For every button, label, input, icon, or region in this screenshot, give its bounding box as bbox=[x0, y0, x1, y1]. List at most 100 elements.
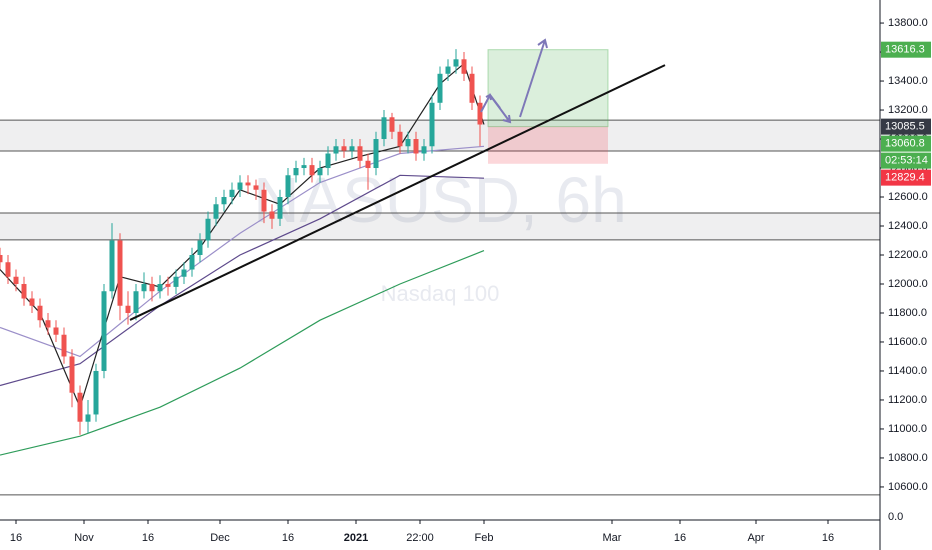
y-tick-label: 11200.0 bbox=[888, 394, 927, 406]
x-tick-label: 2021 bbox=[344, 532, 368, 544]
price-label: 12829.4 bbox=[885, 172, 925, 184]
y-tick-label: 12400.0 bbox=[888, 220, 928, 232]
candle-body bbox=[245, 182, 251, 186]
y-tick-label: 13400.0 bbox=[888, 75, 928, 87]
candle-body bbox=[469, 73, 475, 103]
y-tick-label: 11000.0 bbox=[888, 423, 927, 435]
x-tick-label: 16 bbox=[142, 532, 154, 544]
moving-average bbox=[0, 174, 485, 387]
candle-body bbox=[157, 283, 163, 292]
candle-body bbox=[53, 327, 59, 335]
moving-average bbox=[0, 250, 485, 456]
candle-body bbox=[189, 254, 195, 270]
countdown: 02:53:14 bbox=[885, 155, 928, 167]
candle-body bbox=[317, 168, 323, 176]
watermark: NASUSD, 6h bbox=[253, 164, 626, 236]
candle-body bbox=[117, 240, 123, 306]
candle-body bbox=[261, 189, 267, 212]
candle-body bbox=[133, 291, 139, 313]
price-label-bg bbox=[881, 135, 931, 152]
y-tick-label: 12000.0 bbox=[888, 278, 928, 290]
candle-body bbox=[0, 254, 3, 263]
candle-body bbox=[109, 240, 115, 292]
price-label-bg bbox=[881, 41, 931, 58]
y-tick-label: 11600.0 bbox=[888, 336, 927, 348]
countdown-bg bbox=[881, 152, 931, 169]
candle-body bbox=[213, 204, 219, 219]
price-label: 13060.8 bbox=[885, 138, 925, 150]
x-tick-label: Apr bbox=[747, 532, 764, 544]
candle-body bbox=[165, 283, 171, 287]
candle-body bbox=[445, 66, 451, 74]
candle-body bbox=[237, 182, 243, 190]
candle-body bbox=[381, 117, 387, 140]
candle-body bbox=[325, 153, 331, 169]
candle-body bbox=[5, 262, 11, 277]
candle-body bbox=[333, 146, 339, 154]
candle-body bbox=[389, 117, 395, 132]
volume-scale-label: 0.0 bbox=[888, 511, 903, 523]
candle-body bbox=[421, 146, 427, 154]
y-tick-label: 10600.0 bbox=[888, 481, 928, 493]
candle-body bbox=[221, 197, 227, 205]
zone bbox=[0, 120, 880, 152]
candle-body bbox=[477, 102, 483, 125]
candle-body bbox=[365, 160, 371, 169]
price-label-bg bbox=[881, 169, 931, 186]
candle-body bbox=[85, 414, 91, 422]
candle-body bbox=[69, 356, 75, 393]
candle-body bbox=[309, 165, 315, 176]
candle-body bbox=[373, 139, 379, 169]
candle-body bbox=[301, 165, 307, 169]
candle-body bbox=[181, 269, 187, 277]
candle-body bbox=[253, 185, 259, 190]
candle-body bbox=[197, 240, 203, 255]
price-label: 13616.3 bbox=[885, 44, 925, 56]
price-label-bg bbox=[881, 118, 931, 135]
candle-body bbox=[453, 59, 459, 67]
candle-body bbox=[437, 73, 443, 103]
x-tick-label: 16 bbox=[282, 532, 294, 544]
x-tick-label: 16 bbox=[674, 532, 686, 544]
target-zone bbox=[487, 49, 609, 128]
candle-body bbox=[349, 146, 355, 151]
candle-body bbox=[429, 102, 435, 147]
candle-body bbox=[141, 283, 147, 292]
y-tick-label: 12600.0 bbox=[888, 191, 928, 203]
candle-body bbox=[173, 276, 179, 287]
y-tick-label: 13200.0 bbox=[888, 104, 928, 116]
price-axis-bg bbox=[880, 0, 932, 550]
candle-body bbox=[357, 146, 363, 161]
candle-body bbox=[29, 298, 35, 306]
candle-body bbox=[285, 175, 291, 198]
projection-arrow bbox=[489, 94, 512, 124]
y-tick-label: 10800.0 bbox=[888, 452, 928, 464]
stop-zone bbox=[488, 126, 608, 164]
candle-body bbox=[149, 283, 155, 292]
candle-body bbox=[93, 370, 99, 415]
candle-body bbox=[77, 392, 83, 422]
candle-body bbox=[269, 211, 275, 219]
y-tick-label: 11400.0 bbox=[888, 365, 927, 377]
candle-body bbox=[293, 168, 299, 176]
x-tick-label: 16 bbox=[10, 532, 22, 544]
candle-body bbox=[229, 189, 235, 198]
candle-body bbox=[413, 139, 419, 154]
candle-body bbox=[277, 197, 283, 219]
candle-body bbox=[405, 139, 411, 147]
x-tick-label: 16 bbox=[822, 532, 834, 544]
moving-average bbox=[0, 62, 485, 409]
x-tick-label: Mar bbox=[603, 532, 622, 544]
candle-body bbox=[101, 291, 107, 371]
candle-body bbox=[205, 218, 211, 241]
candle-body bbox=[45, 320, 51, 328]
watermark-subtitle: Nasdaq 100 bbox=[381, 281, 500, 306]
candle-body bbox=[397, 131, 403, 147]
trendline bbox=[129, 64, 666, 321]
candle-body bbox=[341, 146, 347, 151]
x-tick-label: Nov bbox=[74, 532, 94, 544]
candle-body bbox=[37, 305, 43, 321]
candle-body bbox=[13, 276, 19, 284]
